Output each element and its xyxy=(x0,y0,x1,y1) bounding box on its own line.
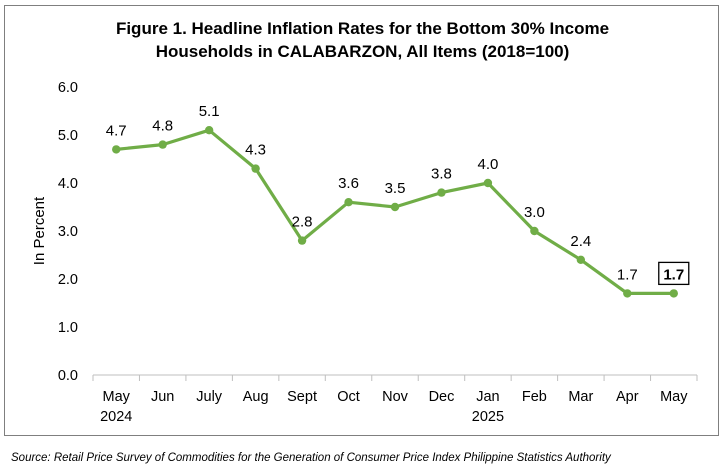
y-tick-label: 4.0 xyxy=(58,176,78,192)
data-point xyxy=(437,188,446,197)
data-point xyxy=(158,140,167,149)
y-tick-label: 6.0 xyxy=(58,80,78,96)
data-label: 3.0 xyxy=(524,204,545,221)
x-tick-label: Mar xyxy=(568,389,593,405)
data-label: 4.3 xyxy=(245,142,266,159)
data-label: 1.7 xyxy=(663,266,684,283)
y-axis-label: In Percent xyxy=(31,196,48,265)
data-point xyxy=(483,178,493,188)
x-tick-label: May xyxy=(103,389,131,405)
data-label: 3.6 xyxy=(338,175,359,192)
x-tick-label: July xyxy=(196,389,223,405)
data-label: 3.5 xyxy=(385,180,406,197)
data-label: 4.0 xyxy=(477,156,498,173)
data-point xyxy=(530,226,539,236)
data-point xyxy=(204,126,214,135)
data-point xyxy=(669,289,678,298)
x-tick-label: Jan xyxy=(476,389,499,405)
chart-title: Figure 1. Headline Inflation Rates for t… xyxy=(0,17,725,63)
data-label: 2.4 xyxy=(570,233,591,250)
chart-frame xyxy=(4,5,719,436)
x-tick-label: Apr xyxy=(616,389,639,405)
title-line-2: Households in CALABARZON, All Items (201… xyxy=(155,42,570,61)
source-note: Source: Retail Price Survey of Commoditi… xyxy=(11,452,611,464)
data-label: 4.8 xyxy=(152,118,173,135)
data-label: 1.7 xyxy=(617,266,638,283)
y-tick-label: 5.0 xyxy=(58,128,78,144)
data-point xyxy=(576,255,586,264)
data-point xyxy=(297,236,307,245)
data-point xyxy=(390,202,400,212)
y-tick-label: 2.0 xyxy=(58,272,78,288)
data-label: 5.1 xyxy=(199,103,220,120)
series-line xyxy=(114,128,676,295)
y-tick-label: 3.0 xyxy=(58,224,78,240)
x-tick-label: Jun xyxy=(151,389,174,405)
x-tick-label: Feb xyxy=(522,389,547,405)
data-label: 2.8 xyxy=(292,214,313,231)
highlight-label-box xyxy=(658,261,690,286)
x-year-label: 2024 xyxy=(100,409,132,425)
title-line-1: Figure 1. Headline Inflation Rates for t… xyxy=(115,19,610,38)
x-tick-label: Dec xyxy=(429,389,455,405)
x-tick-label: Nov xyxy=(382,389,409,405)
x-tick-label: May xyxy=(660,389,688,405)
x-tick-label: Oct xyxy=(337,389,360,405)
data-point xyxy=(344,198,353,207)
y-tick-label: 0.0 xyxy=(58,368,78,384)
data-point xyxy=(623,289,632,298)
data-label: 4.7 xyxy=(106,122,127,139)
data-point xyxy=(251,164,260,173)
x-tick-label: Sept xyxy=(287,389,317,405)
y-tick-label: 1.0 xyxy=(58,320,78,336)
data-label: 3.8 xyxy=(431,166,452,183)
data-point xyxy=(112,145,121,154)
x-year-label: 2025 xyxy=(472,409,504,425)
x-tick-label: Aug xyxy=(243,389,269,405)
